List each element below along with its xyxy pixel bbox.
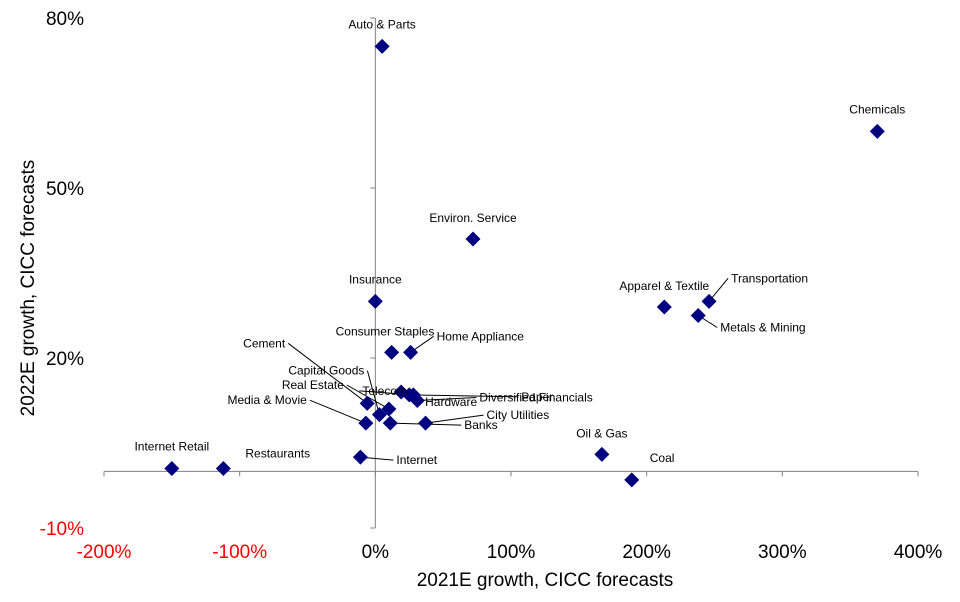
data-point-telecom [405,387,421,403]
point-label-auto-parts: Auto & Parts [348,17,415,31]
point-label-diversified-financials: Diversified Financials [479,391,592,405]
data-point-coal [624,472,640,488]
data-point-internet [352,449,368,465]
data-point-consumer-staples [384,344,400,360]
point-label-transportation: Transportation [731,271,808,285]
leader-line-city-utilities [425,414,484,424]
point-label-consumer-staples: Consumer Staples [336,324,435,338]
point-label-chemicals: Chemicals [849,102,905,116]
data-point-transportation [701,293,717,309]
point-label-insurance: Insurance [349,272,402,286]
data-point-restaurants [215,461,231,476]
point-label-coal: Coal [650,451,675,465]
point-label-telecom: Telecom [362,384,407,398]
data-point-metals-mining [690,308,706,323]
data-point-capital-goods [371,407,387,423]
data-point-internet-retail [164,461,180,476]
data-point-media-movie [358,415,374,431]
point-label-metals-mining: Metals & Mining [720,321,805,335]
x-tick-label: 400% [894,542,943,563]
leader-line-media-movie [309,399,367,424]
x-tick-label: 100% [487,542,536,563]
data-point-auto-parts [374,38,390,54]
point-label-apparel-textile: Apparel & Textile [619,279,709,293]
data-point-city-utilities [418,415,434,431]
y-axis-title: 2022E growth, CICC forecasts [18,160,39,417]
point-label-media-movie: Media & Movie [227,393,307,407]
point-label-oil-gas: Oil & Gas [576,426,627,440]
point-label-environ-service: Environ. Service [429,211,517,225]
data-point-banks [382,415,398,431]
x-tick-label: 300% [758,542,807,563]
point-label-home-appliance: Home Appliance [437,329,525,343]
leader-line-cement [287,342,368,404]
data-point-home-appliance [403,344,419,360]
leader-line-diversified-financials [417,397,477,401]
data-point-real-estate [381,401,397,417]
leader-line-paper [409,394,519,398]
y-tick-label: 80% [46,9,84,30]
point-label-cement: Cement [243,336,286,350]
leader-line-capital-goods [366,370,380,415]
y-tick-label: -10% [40,519,84,540]
data-point-cement [359,395,375,411]
data-point-chemicals [869,123,885,139]
x-tick-label: 0% [362,542,390,563]
point-labels: Auto & Parts Chemicals Environ. Service Ins… [134,17,905,467]
point-label-paper: Paper [521,390,553,404]
point-label-city-utilities: City Utilities [487,408,550,422]
point-label-real-estate: Real Estate [282,378,344,392]
axes: -200% -100% 0% 100% 200% 300% 400% -10% 20% 50% 80… [40,9,943,563]
x-tick-label: -100% [212,542,267,563]
point-label-restaurants: Restaurants [245,447,310,461]
y-tick-label: 50% [46,179,84,200]
x-tick-label: -200% [77,542,132,563]
point-label-banks: Banks [464,418,497,432]
point-label-hardware: Hardware [425,395,477,409]
point-label-internet: Internet [396,453,437,467]
data-point-apparel-textile [656,299,672,315]
point-label-internet-retail: Internet Retail [134,440,209,454]
x-axis-title: 2021E growth, CICC forecasts [417,570,674,591]
y-tick-label: 20% [46,349,84,370]
data-point-oil-gas [594,446,610,462]
data-point-insurance [367,293,383,309]
data-point-environ-service [465,231,481,247]
data-points [164,38,885,488]
point-label-capital-goods: Capital Goods [288,364,364,378]
x-tick-label: 200% [622,542,671,563]
